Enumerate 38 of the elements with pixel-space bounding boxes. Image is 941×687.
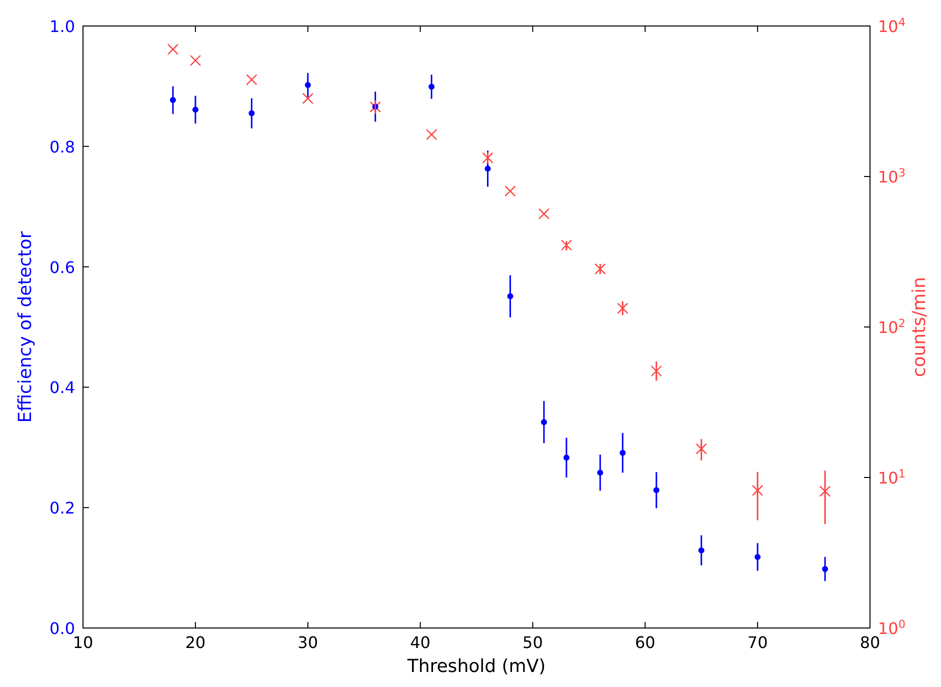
point: [482, 152, 494, 164]
y-tick-label: 0.6: [50, 258, 75, 277]
point: [560, 240, 572, 251]
point: [246, 74, 258, 86]
point: [696, 443, 707, 454]
point: [752, 484, 764, 496]
x-tick-label: 70: [747, 633, 768, 652]
y-axis-title: Efficiency of detector: [15, 230, 36, 423]
point: [617, 302, 628, 314]
x-tick-label: 10: [72, 633, 94, 652]
point: [426, 128, 438, 140]
point: [538, 208, 550, 220]
y2-tick-label: 10$^{0}$: [878, 618, 906, 638]
x-axis-title: Threshold (mV): [406, 656, 546, 677]
y2-tick-label: 10$^{2}$: [878, 316, 906, 337]
y-tick-label: 0.4: [50, 378, 75, 398]
x-tick-label: 40: [410, 633, 430, 652]
point: [167, 44, 179, 55]
x-tick-label: 30: [298, 633, 318, 652]
point: [370, 101, 381, 113]
y-tick-label: 0.8: [50, 137, 75, 156]
y2-tick-label: 10$^{1}$: [878, 467, 906, 488]
y-tick-label: 0.2: [50, 498, 75, 518]
point: [819, 486, 831, 497]
point: [650, 365, 662, 377]
x-tick-label: 50: [522, 633, 543, 652]
point: [190, 54, 202, 66]
y2-tick-label: 10$^{4}$: [878, 16, 906, 36]
x-tick-label: 80: [860, 633, 880, 652]
y-tick-label: 1.0: [50, 17, 75, 36]
x-tick-label: 60: [634, 633, 656, 652]
y-tick-label: 0.0: [50, 619, 75, 638]
point: [302, 92, 314, 104]
y2-axis-title: counts/min: [909, 276, 930, 378]
x-tick-label: 20: [185, 633, 206, 652]
point: [504, 185, 516, 197]
point: [594, 263, 606, 275]
y2-tick-label: 10$^{3}$: [878, 166, 906, 186]
